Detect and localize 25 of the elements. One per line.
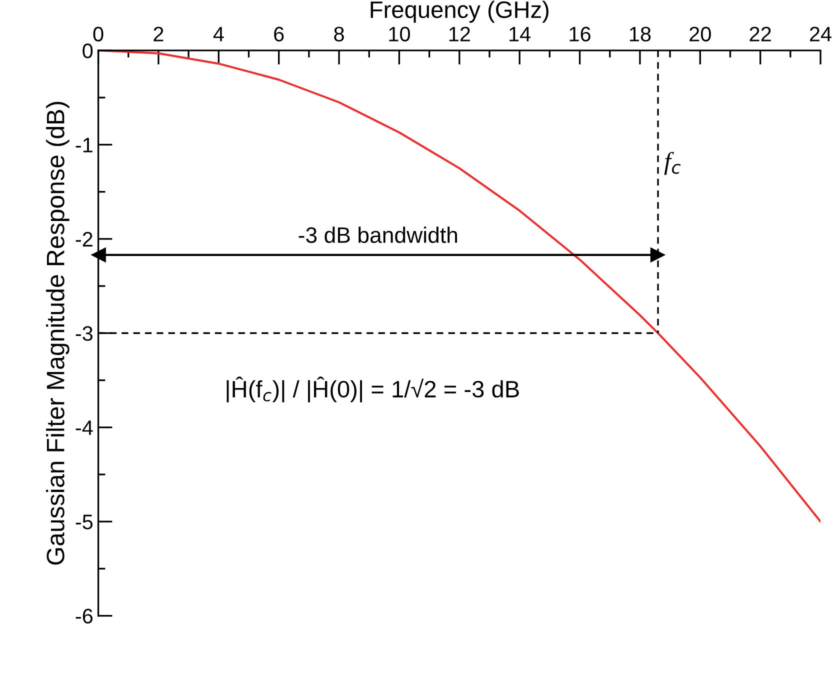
y-tick-label: -1 [76,138,92,152]
x-tick-label: 8 [334,26,344,42]
annotation: |Ĥ(f$_{c}$)| / |Ĥ(0)| = 1/√2 = -3 dB [226,376,519,402]
y-tick-label: -3 [76,326,93,341]
x-tick-label: 20 [690,26,711,42]
y-tick-label: -5 [76,514,93,530]
y-tick-label: -2 [76,232,92,246]
x-tick-label: 24 [810,26,832,42]
x-tick-label: 18 [630,26,651,42]
y-axis-title: Gaussian Filter Magnitude Response (dB) [46,102,70,565]
y-tick-label: 0 [82,43,93,58]
y-tick-label: -4 [76,420,93,435]
x-tick-label: 22 [750,26,771,42]
x-tick-label: 0 [93,26,104,42]
x-tick-label: 16 [570,26,590,42]
x-tick-label: 10 [389,26,410,42]
x-tick-label: 4 [213,26,224,42]
x-tick-label: 14 [510,26,531,42]
y-tick-label: -6 [76,608,93,624]
x-tick-label: 6 [274,26,284,42]
x-axis-title: Frequency (GHz) [370,0,548,23]
x-tick-label: 12 [449,26,470,42]
annotation: -3 dB bandwidth [298,226,458,243]
x-tick-label: 2 [154,26,164,42]
annotation: f$_{c}$ [664,152,681,175]
